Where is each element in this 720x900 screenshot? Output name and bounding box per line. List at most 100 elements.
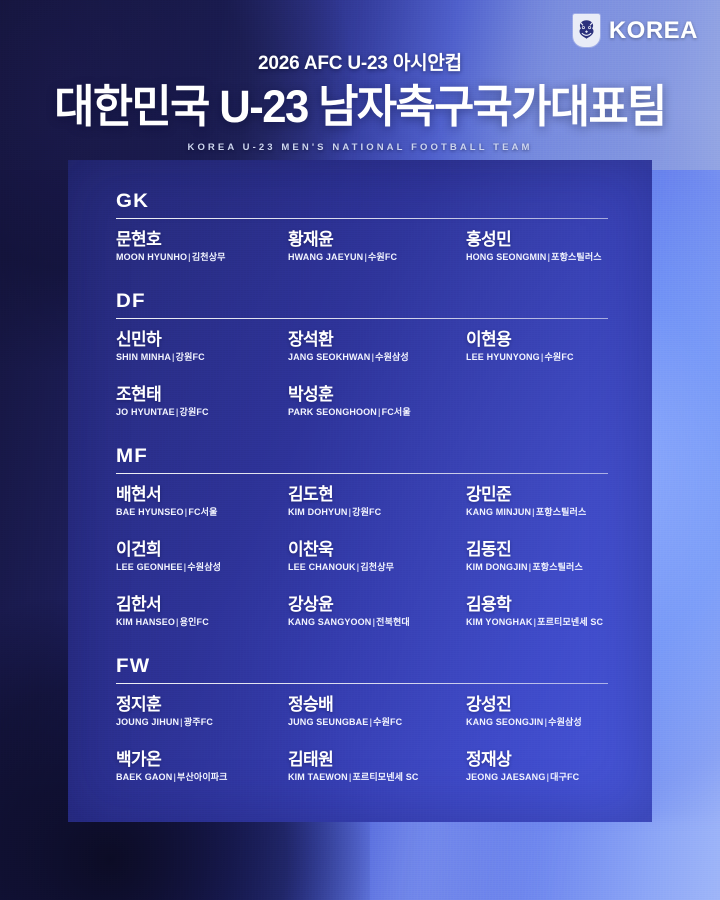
player-name-english: LEE HYUNYONG [466, 351, 540, 362]
player-meta: KIM YONGHAK|포르티모넨세 SC [466, 617, 608, 628]
player-name-korean: 김용학 [466, 595, 512, 614]
section-divider [116, 218, 608, 219]
meta-separator: | [348, 506, 352, 517]
player-club: 수원FC [373, 716, 403, 727]
player-name-english: KANG SEONGJIN [466, 716, 544, 727]
player-card: 장석환 JANG SEOKHWAN|수원삼성 [288, 330, 466, 370]
player-club: 광주FC [183, 716, 214, 727]
player-name-english: LEE GEONHEE [116, 561, 183, 572]
player-card: 김용학 KIM YONGHAK|포르티모넨세 SC [466, 595, 608, 635]
meta-separator: | [175, 406, 179, 417]
player-name-english: JEONG JAESANG [466, 771, 546, 782]
player-meta: JEONG JAESANG|대구FC [466, 772, 608, 783]
player-name-english: SHIN MINHA [116, 351, 171, 362]
player-name-korean: 이현용 [466, 330, 512, 349]
player-name-korean: 문현호 [116, 230, 162, 249]
meta-separator: | [544, 716, 548, 727]
korea-tiger-crest-icon [572, 14, 600, 47]
player-name-korean: 홍성민 [466, 230, 512, 249]
player-club: 강원FC [175, 351, 205, 362]
player-grid-gk: 문현호 MOON HYUNHO|김천상무 황재윤 HWANG JAEYUN|수원… [116, 230, 608, 270]
player-name-korean: 백가온 [116, 750, 162, 769]
player-name-korean: 배현서 [116, 485, 162, 504]
player-name-english: JUNG SEUNGBAE [288, 716, 369, 727]
player-name-korean: 정재상 [466, 750, 512, 769]
player-card-empty [466, 385, 608, 425]
player-name-korean: 김태원 [288, 750, 334, 769]
section-divider [116, 473, 608, 474]
player-meta: HWANG JAEYUN|수원FC [288, 252, 466, 263]
player-meta: LEE CHANOUK|김천상무 [288, 562, 466, 573]
player-club: 수원FC [367, 251, 398, 262]
position-section-df: DF 신민하 SHIN MINHA|강원FC 장석환 JANG SEOKHWAN… [116, 292, 608, 425]
player-name-english: LEE CHANOUK [288, 561, 356, 572]
position-label-gk: GK [116, 191, 150, 212]
player-meta: KANG SANGYOON|전북현대 [288, 617, 466, 628]
player-name-english: JOUNG JIHUN [116, 716, 180, 727]
player-club: FC서울 [381, 406, 411, 417]
kfa-brand-lockup: KOREA [572, 14, 698, 47]
player-club: 대구FC [550, 771, 580, 782]
player-meta: KANG SEONGJIN|수원삼성 [466, 717, 608, 728]
meta-separator: | [184, 506, 188, 517]
player-card: 황재윤 HWANG JAEYUN|수원FC [288, 230, 466, 270]
player-name-english: HONG SEONGMIN [466, 251, 547, 262]
meta-separator: | [369, 716, 373, 727]
player-grid-mf: 배현서 BAE HYUNSEO|FC서울 김도현 KIM DOHYUN|강원FC… [116, 485, 608, 635]
player-name-english: PARK SEONGHOON [288, 406, 377, 417]
player-card: 김도현 KIM DOHYUN|강원FC [288, 485, 466, 525]
player-name-korean: 장석환 [288, 330, 334, 349]
player-name-english: KIM DOHYUN [288, 506, 348, 517]
player-meta: LEE HYUNYONG|수원FC [466, 352, 608, 363]
player-club: 포항스틸러스 [535, 506, 587, 517]
player-meta: KIM TAEWON|포르티모넨세 SC [288, 772, 466, 783]
player-name-english: MOON HYUNHO [116, 251, 188, 262]
player-card: 박성훈 PARK SEONGHOON|FC서울 [288, 385, 466, 425]
player-club: 강원FC [352, 506, 382, 517]
player-club: 수원삼성 [375, 351, 409, 362]
player-name-korean: 조현태 [116, 385, 162, 404]
meta-separator: | [348, 771, 352, 782]
meta-separator: | [356, 561, 360, 572]
player-meta: HONG SEONGMIN|포항스틸러스 [466, 252, 608, 263]
meta-separator: | [172, 351, 175, 362]
player-card: 이현용 LEE HYUNYONG|수원FC [466, 330, 608, 370]
player-meta: BAE HYUNSEO|FC서울 [116, 507, 288, 518]
player-name-korean: 이건희 [116, 540, 162, 559]
player-card: 김한서 KIM HANSEO|용인FC [116, 595, 288, 635]
player-meta: BAEK GAON|부산아이파크 [116, 772, 288, 783]
player-card: 김동진 KIM DONGJIN|포항스틸러스 [466, 540, 608, 580]
player-grid-fw: 정지훈 JOUNG JIHUN|광주FC 정승배 JUNG SEUNGBAE|수… [116, 695, 608, 790]
player-card: 정지훈 JOUNG JIHUN|광주FC [116, 695, 288, 735]
player-club: 부산아이파크 [177, 771, 228, 782]
position-label-df: DF [116, 291, 146, 312]
player-card: 강성진 KANG SEONGJIN|수원삼성 [466, 695, 608, 735]
player-meta: KIM DOHYUN|강원FC [288, 507, 466, 518]
player-name-english: BAE HYUNSEO [116, 506, 184, 517]
player-club: 수원삼성 [548, 716, 582, 727]
meta-separator: | [371, 351, 375, 362]
player-name-english: BAEK GAON [116, 771, 173, 782]
position-section-mf: MF 배현서 BAE HYUNSEO|FC서울 김도현 KIM DOHYUN|강… [116, 447, 608, 635]
player-name-korean: 박성훈 [288, 385, 334, 404]
player-name-korean: 황재윤 [288, 230, 334, 249]
player-club: 용인FC [179, 616, 209, 627]
roster-panel: GK 문현호 MOON HYUNHO|김천상무 황재윤 HWANG JAEYUN… [68, 160, 652, 822]
player-name-korean: 강민준 [466, 485, 512, 504]
player-card: 김태원 KIM TAEWON|포르티모넨세 SC [288, 750, 466, 790]
player-card: 정승배 JUNG SEUNGBAE|수원FC [288, 695, 466, 735]
player-name-korean: 정지훈 [116, 695, 162, 714]
player-card: 이찬욱 LEE CHANOUK|김천상무 [288, 540, 466, 580]
player-card: 신민하 SHIN MINHA|강원FC [116, 330, 288, 370]
player-meta: MOON HYUNHO|김천상무 [116, 252, 288, 263]
player-name-english: HWANG JAEYUN [288, 251, 364, 262]
player-name-english: JO HYUNTAE [116, 406, 175, 417]
brand-name-label: KOREA [608, 16, 698, 44]
meta-separator: | [173, 771, 177, 782]
poster-header: 2026 AFC U-23 아시안컵 대한민국 U-23 남자축구국가대표팀 K… [0, 48, 720, 153]
meta-separator: | [364, 251, 367, 262]
page-subtitle: KOREA U-23 MEN'S NATIONAL FOOTBALL TEAM [187, 141, 533, 153]
player-name-english: KIM YONGHAK [466, 616, 533, 627]
meta-separator: | [377, 406, 381, 417]
